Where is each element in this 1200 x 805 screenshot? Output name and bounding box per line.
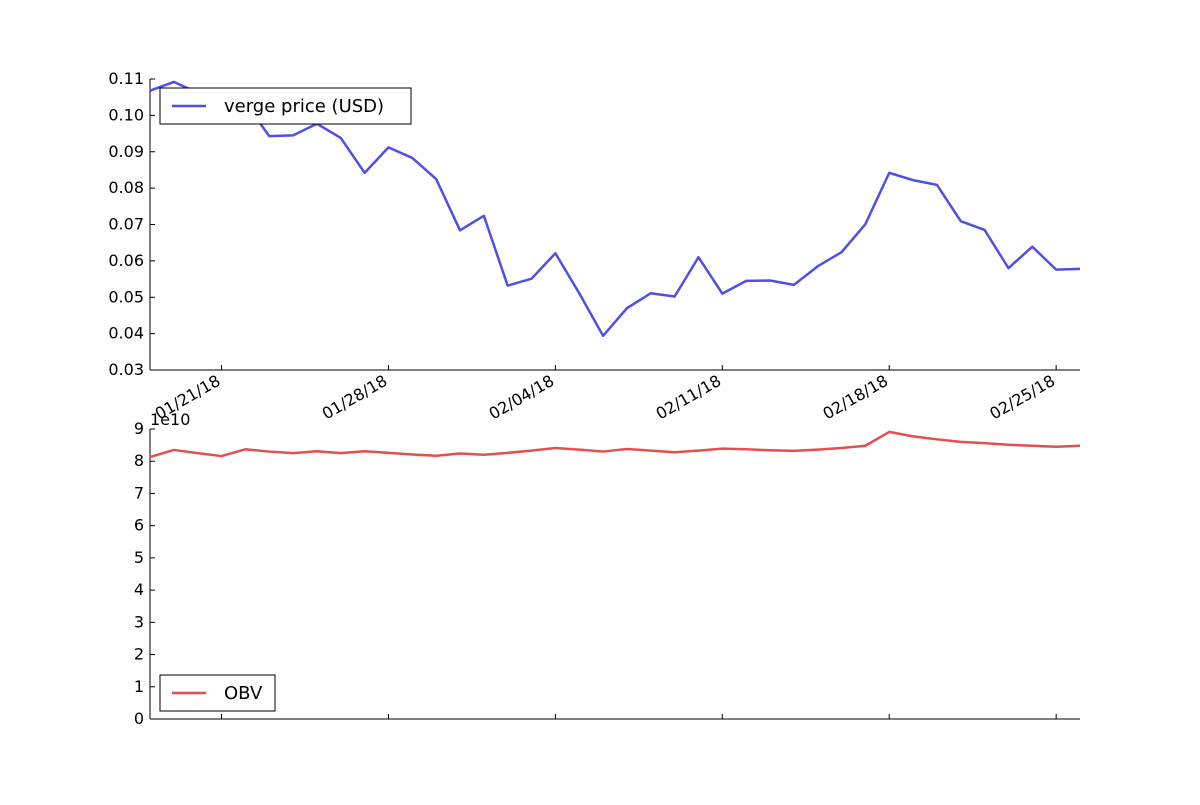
x-tick-label: 02/18/18 bbox=[819, 371, 891, 423]
y-tick-label: 6 bbox=[134, 516, 144, 535]
y-tick-label: 0.04 bbox=[108, 324, 144, 343]
y-tick-label: 0.08 bbox=[108, 178, 144, 197]
y-tick-label: 9 bbox=[134, 419, 144, 438]
y-tick-label: 4 bbox=[134, 580, 144, 599]
series-line-price bbox=[149, 80, 1081, 338]
x-tick-label: 02/04/18 bbox=[486, 371, 558, 423]
y-tick-label: 0.09 bbox=[108, 142, 144, 161]
legend-label: verge price (USD) bbox=[224, 96, 384, 117]
x-tick-label: 02/11/18 bbox=[653, 371, 725, 423]
y-tick-label: 0.03 bbox=[108, 360, 144, 379]
series-line-obv bbox=[149, 430, 1081, 459]
x-tick-label: 01/28/18 bbox=[319, 371, 391, 423]
y-offset-label: 1e10 bbox=[150, 410, 190, 429]
legend-label: OBV bbox=[224, 683, 263, 704]
y-tick-label: 7 bbox=[134, 483, 144, 502]
y-tick-label: 0.06 bbox=[108, 251, 144, 270]
x-tick-label: 02/25/18 bbox=[986, 371, 1058, 423]
y-tick-label: 0.10 bbox=[108, 105, 144, 124]
y-tick-label: 0 bbox=[134, 709, 144, 728]
y-tick-label: 1 bbox=[134, 677, 144, 696]
y-tick-label: 0.05 bbox=[108, 287, 144, 306]
y-tick-label: 8 bbox=[134, 451, 144, 470]
y-tick-label: 5 bbox=[134, 548, 144, 567]
y-tick-label: 2 bbox=[134, 645, 144, 664]
y-tick-label: 0.07 bbox=[108, 215, 144, 234]
y-tick-label: 3 bbox=[134, 612, 144, 631]
y-tick-label: 0.11 bbox=[108, 69, 144, 88]
